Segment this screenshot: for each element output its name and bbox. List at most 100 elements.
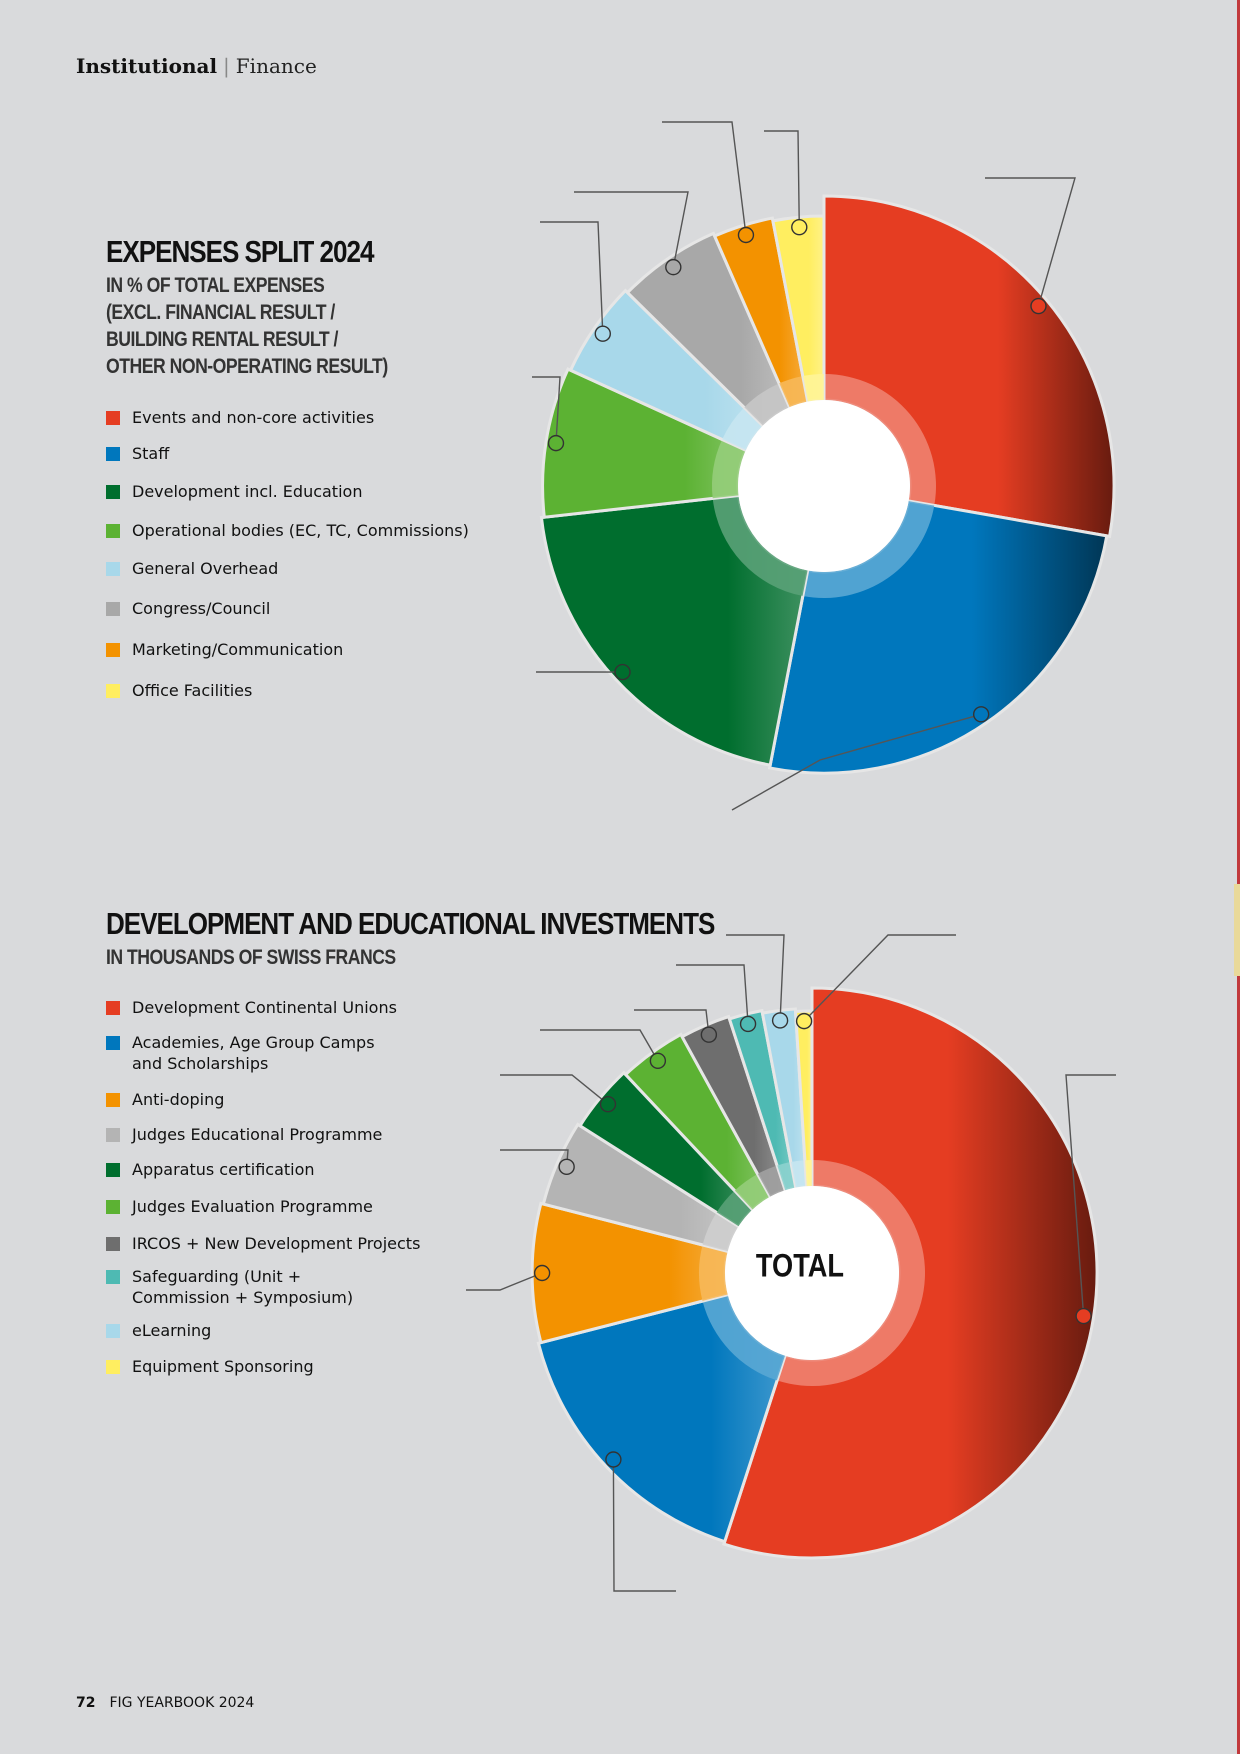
chart2-leader-line bbox=[500, 1074, 609, 1105]
chart1-subtitle-line: OTHER NON-OPERATING RESULT) bbox=[106, 355, 388, 378]
chart1-legend-label: Operational bodies (EC, TC, Commissions) bbox=[132, 521, 469, 540]
chart2-legend-label: Anti-doping bbox=[132, 1090, 225, 1109]
chart2-subtitle: IN THOUSANDS OF SWISS FRANCS bbox=[106, 944, 396, 971]
chart1-slice-inner bbox=[712, 439, 746, 499]
chart2-slice-inner bbox=[702, 1212, 739, 1252]
chart2-slice bbox=[722, 986, 1099, 1560]
chart1-legend-label: Office Facilities bbox=[132, 681, 253, 700]
chart1-leader-line bbox=[764, 130, 800, 228]
chart1-leader-line bbox=[574, 191, 689, 268]
chart2-legend-label: Safeguarding (Unit + Commission + Symposi… bbox=[132, 1267, 354, 1307]
chart2-legend-swatch bbox=[106, 1001, 120, 1015]
chart2-callout-dot bbox=[1075, 1307, 1092, 1325]
chart1-leader-line bbox=[985, 177, 1076, 307]
chart2-legend-swatch bbox=[106, 1324, 120, 1338]
chart2-legend-swatch bbox=[106, 1036, 120, 1050]
chart2-legend-swatch bbox=[106, 1360, 120, 1374]
chart2-subtitle-line: IN THOUSANDS OF SWISS FRANCS bbox=[106, 946, 396, 969]
chart2-legend-label: Judges Evaluation Programme bbox=[132, 1197, 373, 1216]
chart1-callout-dot bbox=[791, 218, 808, 236]
chart1-legend-label: General Overhead bbox=[132, 559, 279, 578]
chart1-slice bbox=[625, 231, 792, 428]
chart2-leader-line bbox=[1065, 1074, 1116, 1317]
header-separator: | bbox=[223, 54, 230, 78]
chart2-legend-label: IRCOS + New Development Projects bbox=[132, 1234, 421, 1253]
page-number: 72 bbox=[76, 1695, 96, 1711]
chart2-slice-inner bbox=[777, 1160, 925, 1386]
chart2-legend-swatch bbox=[106, 1270, 120, 1284]
chart1-subtitle-line: BUILDING RENTAL RESULT / bbox=[106, 328, 338, 351]
chart2-leader-line bbox=[466, 1272, 543, 1291]
chart2-legend-label: Judges Educational Programme bbox=[132, 1125, 383, 1144]
chart1-legend-swatch bbox=[106, 602, 120, 616]
chart1-callout-dot bbox=[665, 258, 682, 276]
chart1-subtitle-line: IN % OF TOTAL EXPENSES bbox=[106, 274, 325, 297]
chart1-legend-swatch bbox=[106, 485, 120, 499]
chart2-legend-label: Equipment Sponsoring bbox=[132, 1357, 314, 1376]
chart1-callout-dot bbox=[737, 226, 755, 244]
chart2-slice bbox=[793, 1009, 814, 1188]
header-subsection: Finance bbox=[235, 54, 317, 78]
chart2-callout-dot bbox=[599, 1096, 617, 1113]
chart1-slice-inner bbox=[803, 501, 935, 599]
chart1-legend-swatch bbox=[106, 562, 120, 576]
chart2-slice-inner bbox=[777, 1162, 796, 1191]
chart2-center-hole bbox=[725, 1186, 899, 1360]
chart2-callout-dot bbox=[605, 1451, 622, 1468]
chart1-slice-inner bbox=[712, 495, 808, 596]
chart1-slice bbox=[539, 493, 810, 767]
chart1-legend-label: Events and non-core activities bbox=[132, 408, 375, 427]
chart1-legend-swatch bbox=[106, 524, 120, 538]
chart1-slice-inner bbox=[803, 374, 824, 402]
chart2-callout-dot bbox=[558, 1158, 575, 1176]
chart1-legend-swatch bbox=[106, 684, 120, 698]
chart1-slice-inner bbox=[824, 374, 936, 506]
chart1-callout-dot bbox=[547, 434, 565, 452]
chart1-subtitle: IN % OF TOTAL EXPENSES (EXCL. FINANCIAL R… bbox=[106, 272, 388, 380]
chart2-callout-dot bbox=[771, 1012, 789, 1029]
page-footer: 72 FIG YEARBOOK 2024 bbox=[76, 1695, 254, 1711]
chart2-slice bbox=[623, 1032, 773, 1212]
chart1-leader-line bbox=[662, 121, 747, 236]
chart2-slice-inner bbox=[791, 1160, 807, 1188]
chart2-slice bbox=[577, 1070, 755, 1229]
chart2-slice bbox=[530, 1201, 730, 1345]
chart1-slice-inner bbox=[744, 383, 790, 426]
chart2-callout-dot bbox=[700, 1026, 718, 1043]
chart2-leader-line bbox=[676, 964, 749, 1025]
chart1-callout-dot bbox=[594, 325, 611, 342]
chart2-legend-label: Academies, Age Group Camps and Scholarshi… bbox=[132, 1033, 375, 1073]
page-edge-tab bbox=[1234, 884, 1240, 976]
chart1-legend-swatch bbox=[106, 411, 120, 425]
chart1-leader-line bbox=[731, 713, 982, 811]
chart1-callout-dot bbox=[1030, 297, 1047, 315]
chart1-legend-label: Marketing/Communication bbox=[132, 640, 344, 659]
chart2-callout-dot bbox=[795, 1012, 813, 1030]
chart1-legend-swatch bbox=[106, 643, 120, 657]
chart2-callout-dot bbox=[649, 1052, 667, 1070]
chart2-leader-line bbox=[540, 1029, 659, 1062]
chart2-slice-inner bbox=[716, 1190, 753, 1227]
chart1-leader-line bbox=[532, 376, 561, 444]
chart2-title: DEVELOPMENT AND EDUCATIONAL INVESTMENTS bbox=[106, 906, 715, 941]
chart1-slice bbox=[568, 288, 765, 453]
chart1-legend-label: Staff bbox=[132, 444, 170, 463]
chart2-slice-inner bbox=[699, 1245, 728, 1301]
chart2-leader-line bbox=[634, 1009, 710, 1035]
chart2-leader-line bbox=[803, 934, 956, 1022]
chart1-subtitle-line: (EXCL. FINANCIAL RESULT / bbox=[106, 301, 335, 324]
chart2-legend-swatch bbox=[106, 1163, 120, 1177]
chart1-slice bbox=[771, 214, 826, 404]
chart1-title: EXPENSES SPLIT 2024 bbox=[106, 234, 374, 269]
chart1-center-hole bbox=[738, 400, 910, 572]
chart2-slice bbox=[536, 1292, 788, 1544]
chart2-legend-swatch bbox=[106, 1128, 120, 1142]
chart2-slice-inner bbox=[734, 1174, 770, 1210]
chart2-leader-line bbox=[612, 1459, 676, 1592]
chart2-center-label: TOTAL bbox=[756, 1248, 844, 1284]
chart2-slice-inner bbox=[702, 1294, 785, 1381]
chart1-legend-label: Development incl. Education bbox=[132, 482, 363, 501]
chart1-callout-dot bbox=[614, 663, 631, 681]
chart2-legend-swatch bbox=[106, 1200, 120, 1214]
chart1-slice-inner bbox=[779, 376, 808, 408]
